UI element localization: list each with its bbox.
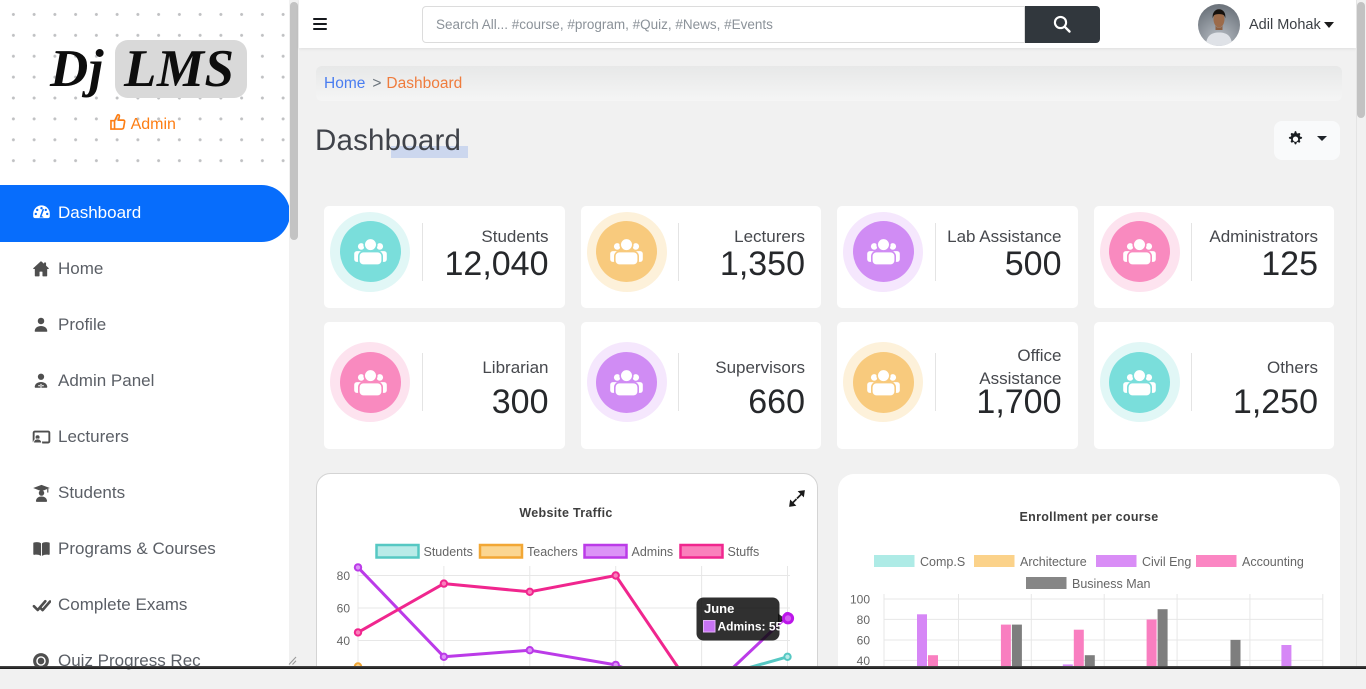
svg-text:Accounting: Accounting <box>1242 555 1304 569</box>
svg-text:60: 60 <box>857 634 871 648</box>
svg-text:40: 40 <box>337 634 351 648</box>
svg-text:40: 40 <box>857 654 871 668</box>
svg-text:Business Man: Business Man <box>1072 577 1151 591</box>
svg-text:Comp.S: Comp.S <box>920 555 965 569</box>
svg-text:Website Traffic: Website Traffic <box>519 506 612 520</box>
svg-text:Architecture: Architecture <box>1020 555 1087 569</box>
svg-text:80: 80 <box>857 613 871 627</box>
svg-text:Admins: 55: Admins: 55 <box>718 620 783 634</box>
svg-text:Admins: Admins <box>632 545 674 559</box>
svg-text:Civil Eng: Civil Eng <box>1142 555 1191 569</box>
svg-text:Enrollment per course: Enrollment per course <box>1020 510 1159 524</box>
svg-text:Teachers: Teachers <box>527 545 578 559</box>
svg-text:80: 80 <box>337 569 351 583</box>
svg-text:60: 60 <box>337 602 351 616</box>
svg-text:Students: Students <box>424 545 473 559</box>
svg-text:June: June <box>704 601 734 616</box>
svg-text:100: 100 <box>850 593 870 607</box>
svg-text:Stuffs: Stuffs <box>728 545 760 559</box>
